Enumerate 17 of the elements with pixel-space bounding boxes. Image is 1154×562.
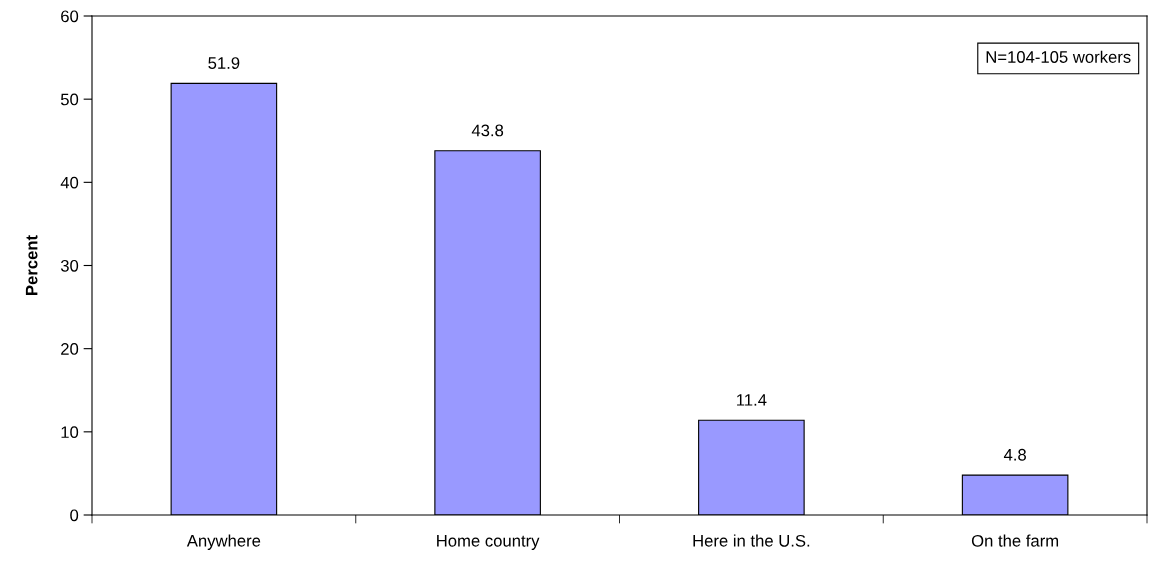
y-tick-label: 0 [70,509,79,522]
y-tick-label: 20 [61,343,79,355]
data-label: 4.8 [1003,448,1026,461]
y-tick-label: 10 [61,426,79,439]
annotation: N=104-105 workers [986,50,1131,63]
data-label: 11.4 [737,394,767,406]
x-tick-label: Anywhere [186,534,261,550]
x-tick-label: Home country [437,535,540,550]
y-tick-label: 60 [61,10,79,23]
y-axis-title: Percent [25,235,38,295]
x-tick-label: On the farm [971,534,1059,547]
y-tick-label: 40 [60,176,79,189]
y-tick-label: 50 [60,93,79,106]
data-label: 43.8 [471,124,504,137]
y-tick-label: 30 [60,259,79,272]
x-tick-label: Here in the U.S. [693,534,810,547]
data-label: 51.9 [208,57,240,69]
